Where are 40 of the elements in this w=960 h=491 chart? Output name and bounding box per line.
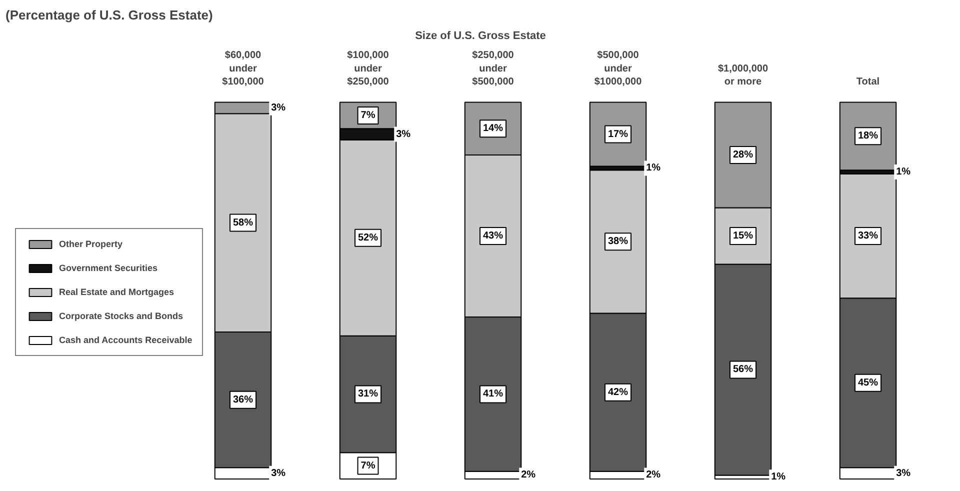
legend-label: Other Property	[59, 239, 123, 249]
chart-title: (Percentage of U.S. Gross Estate)	[6, 8, 213, 22]
legend-label: Cash and Accounts Receivable	[59, 335, 192, 345]
data-label: 58%	[232, 217, 254, 228]
x-tick-label: $100,000 under $250,000	[347, 50, 390, 88]
data-label: 1%	[771, 472, 786, 483]
data-label: 45%	[858, 377, 878, 388]
data-label: 28%	[732, 150, 754, 161]
legend-label: Corporate Stocks and Bonds	[59, 311, 184, 321]
data-label: 2%	[521, 470, 536, 481]
data-label: 14%	[482, 123, 504, 134]
data-label: 38%	[608, 236, 628, 248]
data-label: 3%	[271, 468, 286, 479]
data-label: 43%	[482, 230, 504, 242]
data-label: 33%	[858, 230, 878, 242]
data-label: 7%	[360, 110, 376, 121]
data-label: 18%	[858, 130, 878, 142]
data-label: 2%	[646, 470, 661, 481]
legend-label: Real Estate and Mortgages	[59, 287, 174, 297]
data-label: 1%	[646, 162, 661, 174]
x-tick-label: Total	[856, 76, 880, 88]
data-label: 36%	[232, 394, 254, 406]
data-label: 42%	[608, 386, 628, 398]
x-axis-title: Size of U.S. Gross Estate	[415, 30, 546, 42]
data-label: 15%	[732, 230, 754, 242]
x-tick-label: $1,000,000 or more	[718, 63, 768, 88]
data-label: 3%	[896, 468, 911, 479]
data-label: 41%	[482, 388, 504, 400]
data-label: 56%	[732, 364, 754, 376]
x-tick-label: $250,000 under $500,000	[472, 50, 514, 88]
x-tick-label: $60,000 under $100,000	[222, 50, 264, 88]
data-label: 3%	[396, 128, 411, 140]
legend-label: Government Securities	[59, 263, 158, 273]
x-tick-label: $500,000 under $1000,000	[594, 50, 642, 88]
data-label: 31%	[358, 388, 378, 400]
data-label: 52%	[358, 232, 378, 244]
data-label: 3%	[271, 102, 286, 114]
data-label: 1%	[896, 166, 911, 178]
data-label: 17%	[608, 128, 628, 140]
data-label: 7%	[360, 460, 376, 472]
